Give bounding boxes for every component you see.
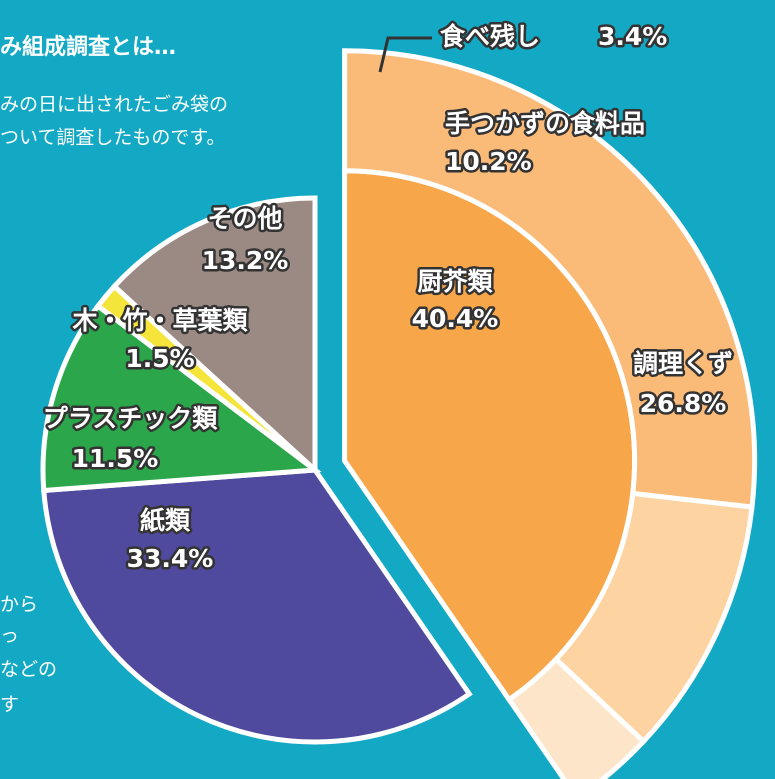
value-label: 3.4% — [598, 22, 667, 51]
slice-label: 手つかずの食料品 — [445, 109, 645, 138]
footnote: す — [0, 694, 19, 716]
slice-label: 食べ残し — [440, 22, 540, 51]
labels: 厨芥類 40.4% 紙類 33.4% プラスチック類 11.5% 木・竹・草葉類… — [40, 20, 735, 576]
wedges — [40, 48, 758, 779]
wedge — [41, 467, 473, 745]
slice-label: 木・竹・草葉類 — [71, 306, 248, 335]
ring-segment — [505, 655, 648, 779]
value-label: 13.2% — [202, 246, 289, 275]
footnote: から — [0, 594, 38, 616]
heading: み組成調査とは… — [0, 34, 176, 60]
value-label: 26.8% — [640, 389, 727, 418]
ring-segment — [342, 48, 758, 510]
value-label: 1.5% — [125, 344, 194, 373]
slice-label: プラスチック類 — [43, 404, 219, 433]
wedge — [40, 302, 322, 494]
value-label: 40.4% — [412, 304, 499, 333]
value-label: 11.5% — [72, 444, 159, 473]
slice-label: 調理くず — [633, 349, 733, 378]
description: みの日に出されたごみ袋の — [0, 94, 228, 116]
footnote: っ — [0, 625, 19, 647]
description: ついて調査したものです。 — [0, 127, 226, 149]
value-label: 33.4% — [127, 544, 214, 573]
leader-line — [378, 36, 432, 73]
slice-label: 紙類 — [140, 506, 191, 535]
value-label: 10.2% — [445, 147, 532, 176]
wedge — [110, 195, 318, 476]
slice-label: 厨芥類 — [417, 267, 493, 296]
slice-label: その他 — [207, 204, 282, 233]
footnote: などの — [0, 659, 57, 681]
